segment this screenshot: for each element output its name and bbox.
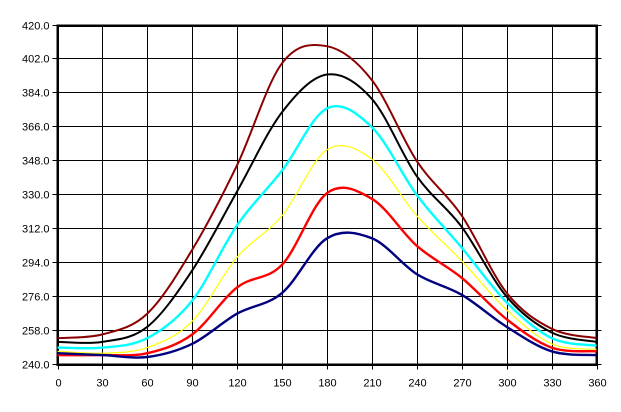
data-series [57,43,597,359]
y-tick-label: 294.0 [22,258,50,270]
plot-border-rect [56,24,598,366]
y-tick-label: 420.0 [22,21,50,33]
curve-navy [57,231,597,359]
gridlines [52,25,602,370]
x-tick-label: 150 [273,378,291,390]
curve-red [57,186,597,357]
y-tick-label: 402.0 [22,54,50,66]
x-tick-label: 90 [186,378,198,390]
x-tick-label: 0 [55,378,61,390]
curve-black [57,73,597,344]
curve-dark-red [57,43,597,340]
curve-yellow [57,145,597,354]
y-tick-label: 240.0 [22,360,50,372]
x-tick-label: 210 [363,378,381,390]
x-tick-label: 360 [588,378,606,390]
curve-cyan [57,105,597,350]
x-tick-label: 60 [141,378,153,390]
plot-border [56,24,598,366]
x-tick-label: 120 [228,378,246,390]
x-tick-label: 240 [408,378,426,390]
x-tick-label: 180 [318,378,336,390]
x-tick-label: 30 [96,378,108,390]
x-tick-label: 270 [453,378,471,390]
y-tick-label: 366.0 [22,122,50,134]
y-tick-label: 276.0 [22,292,50,304]
x-tick-label: 330 [543,378,561,390]
y-tick-label: 312.0 [22,224,50,236]
y-tick-label: 384.0 [22,88,50,100]
y-tick-label: 330.0 [22,190,50,202]
x-axis-tick-labels: 0 30 60 90 120 150 180 210 240 270 300 330 360 [55,378,606,390]
y-tick-label: 258.0 [22,326,50,338]
x-tick-label: 300 [498,378,516,390]
y-axis-tick-labels: 240.0 258.0 276.0 294.0 312.0 330.0 348.0 366.0… [22,21,50,372]
y-tick-label: 348.0 [22,156,50,168]
